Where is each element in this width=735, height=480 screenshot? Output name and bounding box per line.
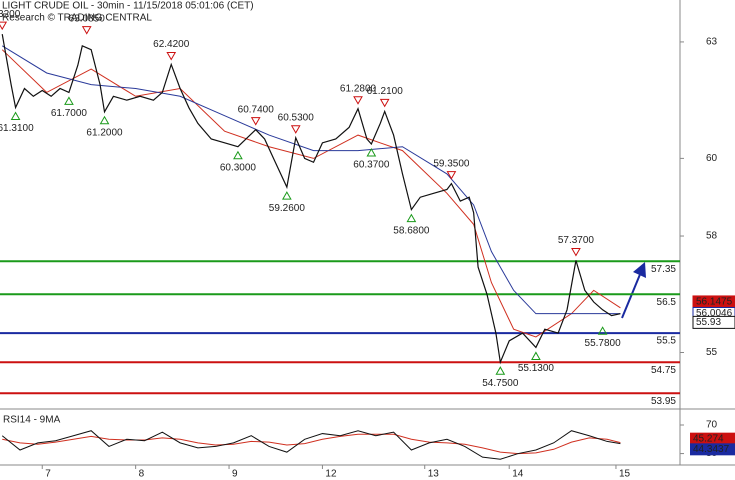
x-tick-label: 15 xyxy=(619,469,631,480)
annotation-label: 62.4200 xyxy=(153,39,190,50)
high-marker xyxy=(290,125,301,134)
annotation-label: 57.3700 xyxy=(558,235,595,246)
x-tick-label: 9 xyxy=(232,469,238,480)
low-marker xyxy=(64,96,74,105)
level-label: 54.75 xyxy=(651,365,676,376)
rsi-tag-label: 45.274 xyxy=(693,433,724,444)
level-label: 56.5 xyxy=(657,297,677,308)
price-tag-label: 56.0046 xyxy=(696,308,733,319)
annotation-label: 59.2600 xyxy=(269,203,306,214)
low-marker xyxy=(366,148,377,157)
high-marker xyxy=(353,96,363,105)
level-label: 57.35 xyxy=(651,264,676,275)
rsi-tag xyxy=(690,432,735,445)
moving-average xyxy=(1,49,621,338)
price-line xyxy=(1,34,621,365)
low-marker xyxy=(531,351,541,360)
annotation-label: 61.3100 xyxy=(0,123,34,134)
level-label: 53.95 xyxy=(651,396,676,407)
rsi-tag-label: 44.3437 xyxy=(693,444,730,455)
annotation-label: 61.2800 xyxy=(340,83,377,94)
low-marker xyxy=(406,213,417,223)
low-marker xyxy=(99,115,110,125)
price-tag-label: 55.93 xyxy=(696,317,721,328)
forecast-arrow-head xyxy=(633,262,646,278)
price-tag-label: 56.1475 xyxy=(696,297,733,308)
annotation-label: 58.6800 xyxy=(393,225,430,236)
annotation-label: 63.3200 xyxy=(0,9,21,20)
annotation-label: 63.0850 xyxy=(69,13,106,24)
chart-title: LIGHT CRUDE OIL - 30min - 11/15/2018 05:… xyxy=(2,1,254,12)
rsi-tag xyxy=(690,443,735,456)
price-tag xyxy=(692,315,735,329)
annotation-label: 61.2100 xyxy=(367,86,404,97)
high-marker xyxy=(250,117,261,126)
x-tick-label: 14 xyxy=(512,469,524,480)
low-marker xyxy=(281,191,292,200)
x-tick-label: 12 xyxy=(325,469,337,480)
high-marker xyxy=(571,247,581,257)
annotation-label: 61.2000 xyxy=(86,127,123,138)
level-label: 55.5 xyxy=(657,336,677,347)
low-marker xyxy=(10,111,21,121)
rsi-line xyxy=(1,430,621,460)
low-marker xyxy=(597,326,608,335)
x-tick-label: 7 xyxy=(45,469,51,480)
annotation-label: 54.7500 xyxy=(482,378,519,389)
high-marker xyxy=(446,171,457,180)
y-tick-label: 58 xyxy=(706,231,718,242)
x-tick-label: 13 xyxy=(428,469,440,480)
low-marker xyxy=(495,366,506,375)
annotation-label: 55.1300 xyxy=(518,363,555,374)
low-marker xyxy=(233,150,243,160)
high-marker xyxy=(166,51,177,61)
rsi-tick-label: 70 xyxy=(706,420,718,431)
y-tick-label: 55 xyxy=(706,347,718,358)
annotation-label: 60.5300 xyxy=(278,112,315,123)
annotation-label: 60.7400 xyxy=(238,104,275,115)
annotation-label: 61.7000 xyxy=(51,108,88,119)
high-marker xyxy=(0,21,8,31)
annotation-label: 59.3500 xyxy=(433,158,470,169)
y-tick-label: 63 xyxy=(706,37,718,48)
high-marker xyxy=(81,26,92,35)
annotation-label: 60.3700 xyxy=(353,160,390,171)
y-tick-label: 60 xyxy=(706,153,718,164)
annotation-label: 60.3000 xyxy=(220,162,257,173)
high-marker xyxy=(379,98,390,108)
annotation-label: 55.7800 xyxy=(585,338,622,349)
chart-subtitle: Research © TRADING CENTRAL xyxy=(2,13,152,24)
moving-average xyxy=(1,45,621,315)
x-tick-label: 8 xyxy=(139,469,145,480)
rsi-label: RSI14 - 9MA xyxy=(3,415,61,426)
